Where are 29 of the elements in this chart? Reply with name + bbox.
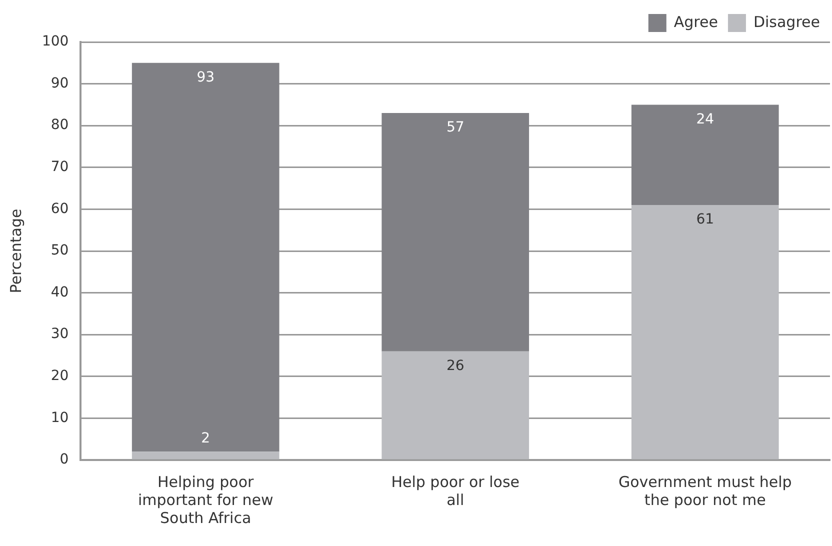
y-tick-label: 100: [42, 34, 69, 50]
y-tick-label: 70: [50, 159, 69, 176]
y-tick-label: 10: [50, 410, 69, 426]
x-tick-label: Government must help the poor not me: [618, 472, 792, 509]
data-label: 93: [196, 70, 215, 86]
legend-label: Disagree: [753, 12, 820, 31]
x-tick-label: Help poor or lose all: [391, 472, 520, 509]
y-tick-label: 0: [60, 452, 69, 468]
y-tick-label: 30: [50, 326, 69, 342]
data-label: 2: [201, 430, 210, 446]
bar: [631, 104, 779, 206]
data-label: 24: [696, 111, 714, 128]
y-tick-label: 40: [50, 284, 69, 300]
bar: [132, 452, 280, 460]
y-tick-label: 80: [50, 117, 69, 134]
y-tick-label: 50: [50, 242, 69, 259]
data-label: 57: [446, 120, 464, 136]
x-tick-label: Helping poor important for new South Africa: [138, 472, 274, 527]
legend-label: Agree: [674, 12, 718, 31]
data-label: 26: [446, 358, 464, 374]
bar: [382, 351, 530, 460]
bar: [132, 62, 280, 452]
y-tick-label: 60: [50, 200, 69, 217]
bar: [382, 113, 530, 352]
bar: [631, 205, 779, 460]
data-label: 61: [696, 212, 714, 228]
y-axis-title: Percentage: [6, 208, 25, 294]
y-tick-label: 20: [50, 368, 69, 384]
y-tick-label: 90: [50, 75, 69, 92]
